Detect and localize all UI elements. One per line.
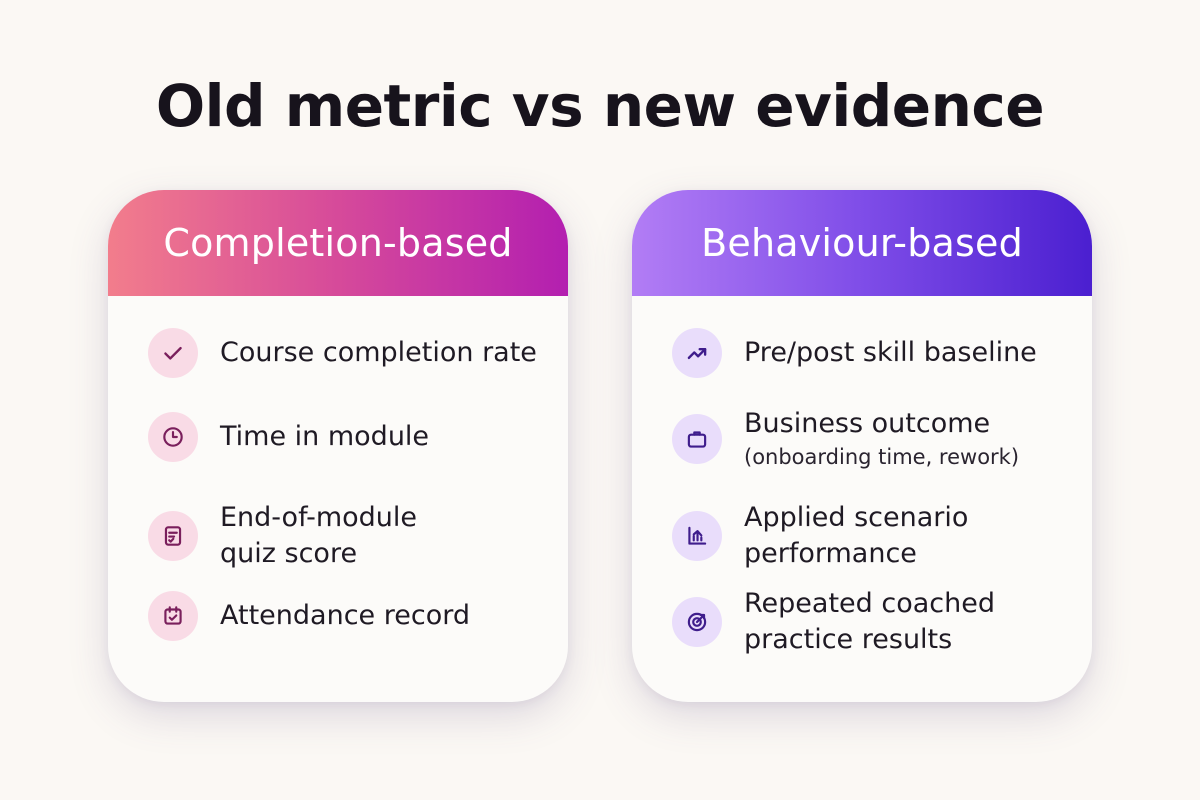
item-label: Course completion rate [220, 337, 537, 368]
list-item: End-of-module quiz score [148, 500, 548, 572]
list-item: Time in module [148, 412, 548, 462]
evidence-list: Pre/post skill baseline Business outcome… [632, 296, 1092, 702]
trend-up-icon [672, 328, 722, 378]
list-item: Pre/post skill baseline [672, 328, 1072, 378]
chart-icon [672, 511, 722, 561]
clock-icon [148, 412, 198, 462]
item-label-line2: performance [744, 538, 917, 569]
page-title: Old metric vs new evidence [155, 72, 1045, 140]
item-label: Time in module [220, 421, 430, 452]
metric-list: Course completion rate Time in module En… [108, 296, 568, 702]
item-label: Business outcome [744, 408, 991, 439]
item-label-line2: practice results [744, 624, 953, 655]
item-sublabel: (onboarding time, rework) [744, 445, 1020, 469]
check-icon [148, 328, 198, 378]
card-header: Completion-based [108, 190, 568, 296]
item-label: Attendance record [220, 600, 470, 631]
card-header: Behaviour-based [632, 190, 1092, 296]
target-icon [672, 597, 722, 647]
calendar-check-icon [148, 591, 198, 641]
quiz-doc-icon [148, 511, 198, 561]
list-item: Applied scenario performance [672, 500, 1072, 572]
item-label-line2: quiz score [220, 538, 358, 569]
item-label: Applied scenario [744, 502, 969, 533]
item-label: End-of-module [220, 502, 418, 533]
completion-based-card: Completion-based Course completion rate … [108, 190, 568, 702]
list-item: Repeated coached practice results [672, 586, 1072, 658]
list-item: Business outcome (onboarding time, rewor… [672, 406, 1072, 472]
briefcase-icon [672, 414, 722, 464]
item-label: Repeated coached [744, 588, 995, 619]
list-item: Attendance record [148, 591, 548, 641]
item-label: Pre/post skill baseline [744, 337, 1037, 368]
list-item: Course completion rate [148, 328, 548, 378]
behaviour-based-card: Behaviour-based Pre/post skill baseline … [632, 190, 1092, 702]
